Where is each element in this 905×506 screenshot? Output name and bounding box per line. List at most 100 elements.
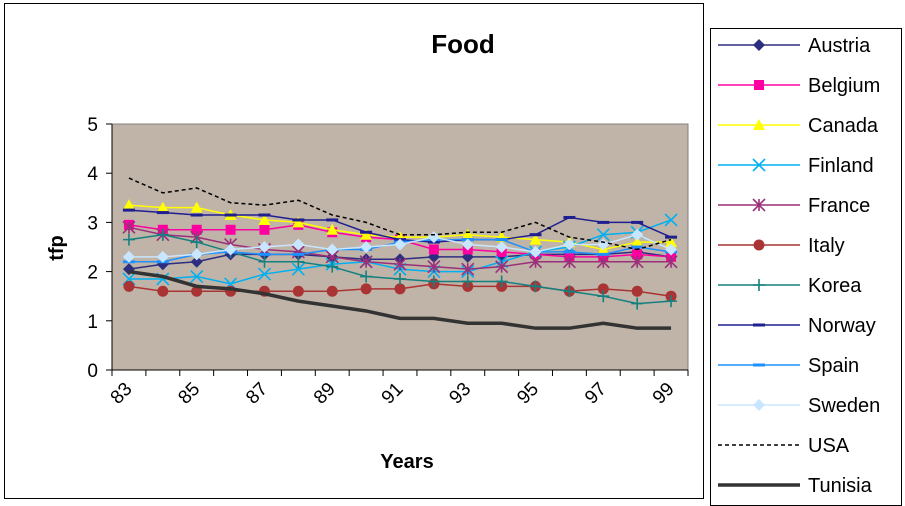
data-point-france <box>664 255 678 269</box>
data-point-belgium <box>632 249 643 260</box>
data-point-korea <box>427 275 440 288</box>
data-point-canada <box>190 201 203 213</box>
legend-item-usa: USA <box>718 435 850 457</box>
data-point-sweden <box>122 250 135 263</box>
legend-marker-austria <box>753 39 765 51</box>
data-point-korea <box>597 290 610 303</box>
data-point-sweden <box>190 248 203 261</box>
data-point-norway <box>224 213 237 217</box>
data-point-sweden <box>461 238 474 251</box>
x-tick-label: 93 <box>446 379 476 409</box>
legend-marker-finland <box>752 158 766 172</box>
data-point-sweden <box>224 243 237 256</box>
data-point-norway <box>326 218 339 222</box>
legend-marker-korea <box>753 279 765 291</box>
data-point-sweden <box>360 241 373 253</box>
data-point-france <box>427 260 441 274</box>
data-point-korea <box>461 275 474 288</box>
data-point-korea <box>360 270 373 283</box>
data-point-canada <box>461 228 474 240</box>
data-point-belgium <box>191 224 202 235</box>
data-point-spain <box>258 252 271 256</box>
legend-label-tunisia: Tunisia <box>808 475 873 497</box>
legend-label-finland: Finland <box>808 155 874 177</box>
legend-label-korea: Korea <box>808 275 862 297</box>
data-point-italy <box>123 280 135 292</box>
data-point-spain <box>563 250 576 254</box>
data-point-norway <box>529 233 542 237</box>
data-point-sweden <box>326 243 339 256</box>
data-point-canada <box>529 233 542 245</box>
x-tick-label: 89 <box>310 379 340 409</box>
data-point-finland <box>257 267 272 281</box>
y-tick-label: 5 <box>87 115 98 136</box>
data-point-belgium <box>259 224 270 235</box>
data-point-korea <box>122 233 135 246</box>
legend-item-sweden: Sweden <box>718 395 880 417</box>
legend-item-belgium: Belgium <box>718 75 880 97</box>
data-point-norway <box>122 208 135 212</box>
data-point-france <box>562 255 576 269</box>
x-tick-label: 85 <box>174 379 204 409</box>
y-tick-label: 4 <box>87 164 98 185</box>
legend-item-canada: Canada <box>718 115 879 137</box>
data-point-spain <box>631 245 644 249</box>
y-axis-label: tfp <box>46 235 68 261</box>
legend-label-austria: Austria <box>808 35 871 57</box>
legend-item-korea: Korea <box>718 275 862 297</box>
data-point-france <box>393 257 407 271</box>
data-point-sweden <box>563 238 576 251</box>
data-point-korea <box>292 255 305 268</box>
legend-label-canada: Canada <box>808 115 879 137</box>
legend-marker-norway <box>753 323 765 327</box>
data-point-korea <box>326 260 339 273</box>
legend-item-finland: Finland <box>718 155 874 177</box>
x-tick-label: 95 <box>513 379 543 409</box>
series-tunisia <box>128 269 672 330</box>
data-point-sweden <box>495 241 508 253</box>
data-point-korea <box>394 272 406 285</box>
data-point-canada <box>258 213 271 225</box>
legend-label-italy: Italy <box>808 235 845 257</box>
y-tick-label: 2 <box>87 263 98 284</box>
legend-label-spain: Spain <box>808 355 859 377</box>
series-usa <box>128 177 672 251</box>
legend-marker-sweden <box>753 399 765 411</box>
data-point-sweden <box>597 238 610 251</box>
x-tick-label: 97 <box>581 379 611 409</box>
data-point-italy <box>292 285 304 297</box>
data-point-korea <box>631 297 644 310</box>
series-line-tunisia <box>128 269 672 330</box>
data-point-france <box>359 255 373 269</box>
x-tick-label: 87 <box>242 379 272 409</box>
data-point-norway <box>631 220 644 224</box>
data-point-sweden <box>292 238 305 251</box>
data-point-norway <box>258 213 271 217</box>
data-point-norway <box>292 218 305 222</box>
data-point-norway <box>156 211 169 215</box>
data-point-italy <box>157 285 169 297</box>
data-point-italy <box>597 283 609 295</box>
x-axis-label: Years <box>380 451 433 473</box>
data-point-sweden <box>529 245 542 258</box>
data-point-sweden <box>156 250 169 263</box>
data-point-finland <box>596 228 610 242</box>
legend-marker-belgium <box>754 80 764 90</box>
data-point-italy <box>326 285 338 297</box>
data-point-canada <box>326 223 339 235</box>
x-tick-label: 99 <box>649 379 679 409</box>
data-point-korea <box>156 228 169 241</box>
series-line-usa <box>128 177 672 251</box>
data-point-france <box>461 262 475 276</box>
data-point-korea <box>529 280 542 293</box>
data-point-korea <box>495 275 508 288</box>
legend-marker-france <box>752 198 766 212</box>
data-point-korea <box>563 285 576 298</box>
data-point-canada <box>292 216 305 228</box>
data-point-finland <box>190 269 204 284</box>
y-tick-label: 1 <box>87 312 98 333</box>
data-point-canada <box>665 236 678 248</box>
data-point-canada <box>631 236 644 248</box>
legend-marker-spain <box>753 363 765 367</box>
